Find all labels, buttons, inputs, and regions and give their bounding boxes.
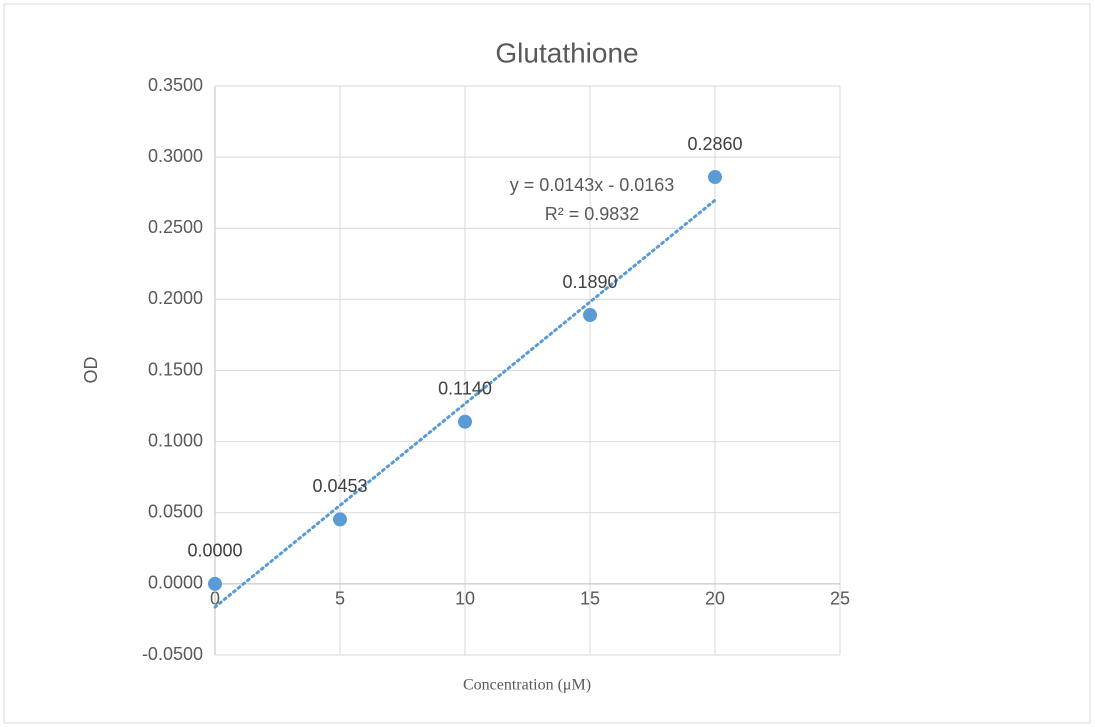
- trendline: [213, 198, 717, 609]
- data-label: 0.2860: [687, 134, 742, 154]
- data-point: [333, 512, 347, 527]
- data-point: [208, 576, 222, 591]
- y-tick-label: 0.1000: [148, 430, 203, 450]
- x-axis-title: Concentration (μM): [463, 677, 591, 694]
- y-tick-label: 0.0000: [148, 573, 203, 593]
- y-tick-label: 0.0500: [148, 502, 203, 522]
- chart-border: [3, 3, 1091, 724]
- y-tick-label: 0.3500: [148, 75, 203, 95]
- data-point: [583, 308, 597, 323]
- y-tick-label: -0.0500: [142, 644, 203, 664]
- y-axis-title: OD: [81, 356, 101, 383]
- y-tick-label: 0.3000: [148, 146, 203, 166]
- data-point: [708, 170, 722, 185]
- x-tick-label: 25: [830, 589, 850, 609]
- chart-title: Glutathione: [495, 37, 638, 68]
- x-tick-label: 15: [580, 589, 600, 609]
- data-label: 0.0453: [312, 476, 367, 496]
- trendline-equation: y = 0.0143x - 0.0163: [510, 175, 675, 195]
- y-tick-label: 0.2500: [148, 217, 203, 237]
- x-tick-label: 20: [705, 589, 725, 609]
- trendline-r-squared: R² = 0.9832: [545, 204, 640, 224]
- x-tick-label: 10: [455, 589, 475, 609]
- data-label: 0.0000: [187, 541, 242, 561]
- y-tick-label: 0.1500: [148, 359, 203, 379]
- data-label: 0.1890: [562, 272, 617, 292]
- data-point: [458, 414, 472, 429]
- x-tick-label: 5: [335, 589, 345, 609]
- y-tick-label: 0.2000: [148, 288, 203, 308]
- data-label: 0.1140: [438, 378, 492, 398]
